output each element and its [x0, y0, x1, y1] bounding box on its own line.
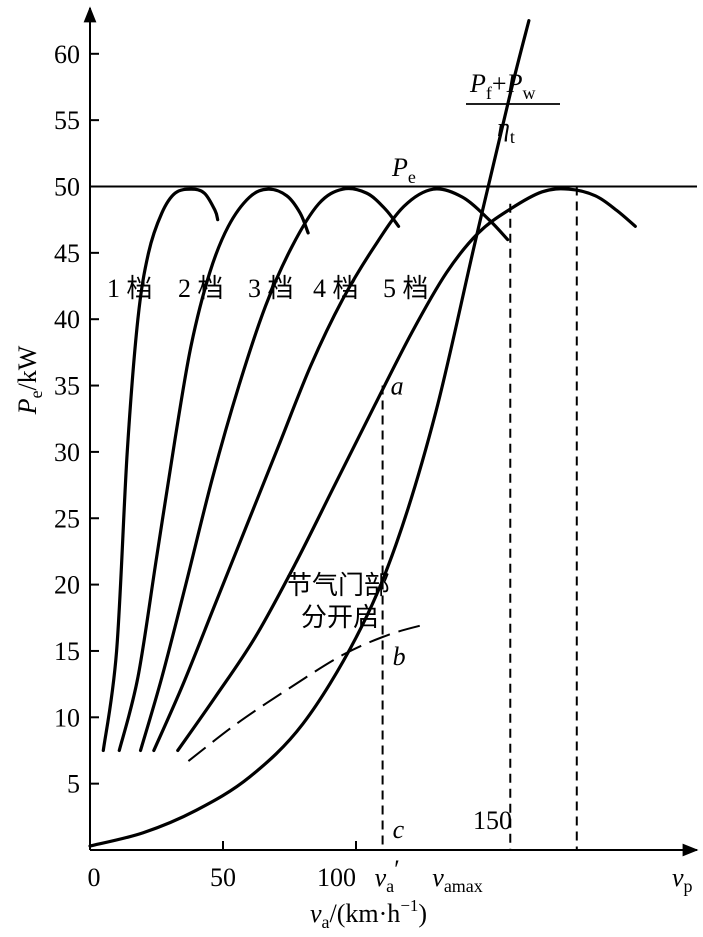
va-prime-mark: va′ — [375, 855, 400, 896]
x-tick-label: 100 — [317, 863, 356, 892]
throttle-label-line-1: 节气门部 — [286, 571, 390, 600]
y-tick-label: 50 — [54, 173, 80, 202]
y-tick-label: 40 — [54, 305, 80, 334]
x-tick-label: 0 — [88, 863, 101, 892]
x-axis-label: va/(km·h−1) — [310, 896, 427, 932]
point-label-b: b — [393, 642, 406, 671]
y-tick-label: 45 — [54, 239, 80, 268]
gear-label-5: 5 档 — [383, 274, 429, 303]
y-tick-label: 20 — [54, 571, 80, 600]
guides — [381, 186, 578, 850]
gear-label-1: 1 档 — [107, 274, 153, 303]
y-ticks: 5 10 15 20 25 30 35 40 45 50 55 60 — [54, 40, 99, 799]
gear-3-curve — [138, 186, 401, 753]
y-tick-label: 10 — [54, 703, 80, 732]
gear-labels: 1 档 2 档 3 档 4 档 5 档 — [107, 274, 429, 303]
x-ticks: 50 100 0 — [88, 841, 357, 892]
resistance-numerator: Pf+Pw — [469, 69, 535, 103]
gear-4-curve — [152, 187, 510, 753]
x-tick-label-150: 150 — [473, 806, 512, 835]
y-tick-label: 55 — [54, 106, 80, 135]
point-label-a: a — [391, 372, 404, 401]
y-tick-label: 30 — [54, 438, 80, 467]
x-tick-label: 50 — [210, 863, 236, 892]
gear-1-curve — [101, 187, 220, 753]
pe-label: Pe — [391, 153, 416, 187]
y-axis-label: Pe/kW — [13, 345, 46, 415]
y-tick-label: 25 — [54, 504, 80, 533]
vp-mark: vp — [672, 863, 693, 896]
gear-label-4: 4 档 — [313, 274, 359, 303]
y-tick-label: 35 — [54, 372, 80, 401]
resistance-power-curve — [88, 19, 531, 848]
axes — [83, 6, 699, 857]
vamax-mark: vamax — [432, 863, 483, 896]
y-tick-label: 15 — [54, 637, 80, 666]
curves — [88, 19, 637, 848]
gear-5-curve — [176, 187, 637, 753]
throttle-partial-curve — [187, 623, 426, 762]
y-tick-label: 5 — [67, 770, 80, 799]
gear-2-curve — [117, 187, 310, 753]
gear-label-3: 3 档 — [248, 274, 294, 303]
point-label-c: c — [393, 815, 405, 844]
y-tick-label: 60 — [54, 40, 80, 69]
